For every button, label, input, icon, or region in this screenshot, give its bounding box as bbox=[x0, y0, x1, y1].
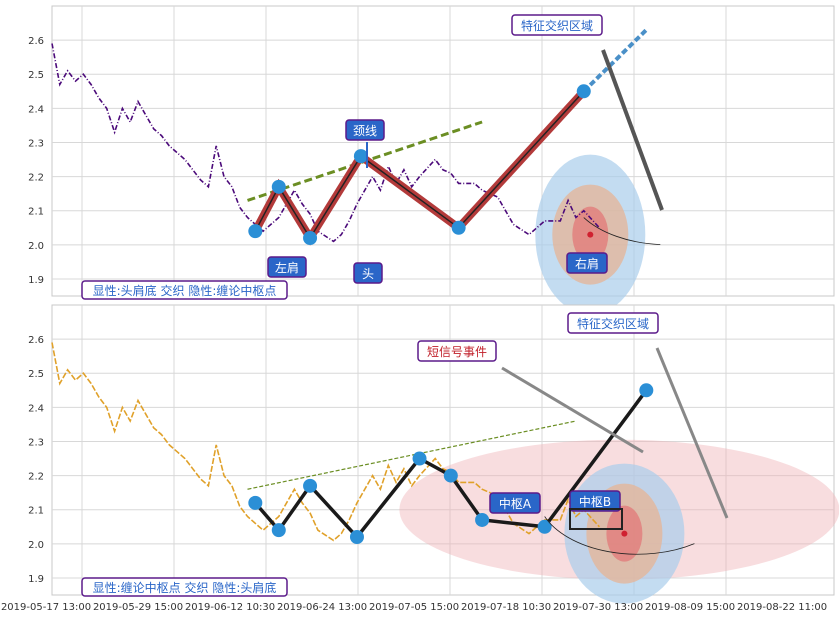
pivot-b-box bbox=[569, 508, 623, 530]
label-head: 头 bbox=[353, 262, 383, 284]
label-pivot-b-bg bbox=[569, 490, 621, 512]
label-right-shoulder: 右肩 bbox=[566, 252, 608, 274]
pattern-point bbox=[443, 468, 458, 483]
y-tick-label: 2.0 bbox=[28, 540, 44, 551]
chart-panel-bottom: 2.6 2.5 2.4 2.3 2.2 2.1 2.0 1.9 中枢A 中枢B 短信号事件 特征交织区… bbox=[28, 304, 839, 604]
label-neckline: 颈线 bbox=[345, 119, 385, 141]
pattern-point bbox=[303, 478, 318, 493]
pattern-point bbox=[303, 231, 318, 245]
pattern-point bbox=[576, 84, 591, 99]
y-tick-label: 1.9 bbox=[28, 275, 44, 286]
short-signal-arrow bbox=[501, 366, 644, 454]
feature-arrow bbox=[601, 49, 664, 211]
label-short-signal-text: 短信号事件 bbox=[427, 345, 487, 359]
label-neckline-text: 颈线 bbox=[353, 124, 377, 138]
x-tick-label: 2019-08-09 15:00 bbox=[645, 602, 735, 613]
y-tick-label: 2.5 bbox=[28, 70, 44, 81]
pattern-point bbox=[248, 495, 263, 510]
label-feature-zone-bottom: 特征交织区域 bbox=[567, 312, 659, 334]
pattern-path-core bbox=[254, 90, 585, 240]
pattern-point bbox=[412, 451, 427, 466]
legend-box-text: 显性:头肩底 交织 隐性:缠论中枢点 bbox=[93, 283, 277, 298]
x-tick-label: 2019-06-24 13:00 bbox=[277, 602, 367, 613]
legend-box: 显性:头肩底 交织 隐性:缠论中枢点 bbox=[81, 280, 288, 300]
pattern-point bbox=[475, 512, 490, 527]
label-short-signal: 短信号事件 bbox=[417, 340, 497, 362]
y-tick-label: 2.2 bbox=[28, 173, 44, 184]
x-tick-label: 2019-06-12 10:30 bbox=[185, 602, 275, 613]
x-tick-label: 2019-07-05 15:00 bbox=[369, 602, 459, 613]
y-tick-label: 1.9 bbox=[28, 574, 44, 585]
label-feature-zone: 特征交织区域 bbox=[511, 14, 603, 36]
pattern-point bbox=[271, 179, 286, 194]
legend-box-bg bbox=[81, 280, 288, 300]
price-line bbox=[51, 342, 600, 542]
pattern-point bbox=[271, 523, 286, 538]
pattern-point bbox=[537, 519, 552, 534]
pattern-point bbox=[451, 220, 466, 235]
y-tick-label: 2.5 bbox=[28, 369, 44, 380]
y-tick-label: 2.0 bbox=[28, 241, 44, 252]
projection-path bbox=[582, 28, 648, 93]
y-tick-label: 2.2 bbox=[28, 472, 44, 483]
feature-zone-center bbox=[621, 530, 628, 537]
x-tick-label: 2019-05-17 13:00 bbox=[1, 602, 91, 613]
neckline bbox=[247, 420, 577, 490]
x-tick-label: 2019-07-18 10:30 bbox=[461, 602, 551, 613]
feature-arrow-bottom bbox=[655, 347, 729, 519]
label-short-signal-bg bbox=[417, 340, 497, 362]
label-pivot-a-bg bbox=[489, 492, 541, 514]
label-feature-zone-bg bbox=[511, 14, 603, 36]
legend-box-bottom: 显性:缠论中枢点 交织 隐性:头肩底 bbox=[81, 577, 288, 597]
label-head-text: 头 bbox=[362, 267, 374, 281]
y-tick-label: 2.3 bbox=[28, 437, 44, 448]
label-left-shoulder-bg bbox=[267, 256, 307, 278]
y-tick-label: 2.1 bbox=[28, 207, 44, 218]
feature-zone-center bbox=[587, 231, 594, 238]
label-right-shoulder-bg bbox=[566, 252, 608, 274]
legend-box-bottom-bg bbox=[81, 577, 288, 597]
y-tick-label: 2.6 bbox=[28, 36, 44, 47]
label-feature-zone-text: 特征交织区域 bbox=[521, 18, 593, 33]
y-tick-label: 2.4 bbox=[28, 104, 44, 115]
chart-panel-top: 2.6 2.5 2.4 2.3 2.2 2.1 2.0 1.9 左肩 头 右肩 颈线 特征交织区域显性:… bbox=[28, 5, 835, 315]
pattern-point bbox=[639, 383, 654, 398]
y-tick-label: 2.1 bbox=[28, 506, 44, 517]
pattern-point bbox=[353, 149, 368, 164]
x-tick-label: 2019-08-22 11:00 bbox=[737, 602, 827, 613]
y-tick-label: 2.4 bbox=[28, 403, 44, 414]
pattern-point bbox=[349, 530, 364, 544]
price-line bbox=[51, 43, 600, 243]
x-tick-label: 2019-07-30 13:00 bbox=[553, 602, 643, 613]
label-left-shoulder: 左肩 bbox=[267, 256, 307, 278]
pattern-point bbox=[248, 224, 263, 239]
label-left-shoulder-text: 左肩 bbox=[275, 260, 299, 275]
arc-guide bbox=[583, 217, 661, 245]
label-right-shoulder-text: 右肩 bbox=[575, 256, 599, 271]
label-pivot-b-text: 中枢B bbox=[579, 494, 611, 509]
y-tick-label: 2.3 bbox=[28, 138, 44, 149]
legend-box-bottom-text: 显性:缠论中枢点 交织 隐性:头肩底 bbox=[93, 580, 277, 595]
label-pivot-b: 中枢B bbox=[569, 490, 621, 512]
label-head-bg bbox=[353, 262, 383, 284]
y-tick-label: 2.6 bbox=[28, 335, 44, 346]
label-feature-zone-bottom-bg bbox=[567, 312, 659, 334]
plot-area bbox=[51, 5, 835, 297]
label-neckline-bg bbox=[345, 119, 385, 141]
x-tick-label: 2019-05-29 15:00 bbox=[93, 602, 183, 613]
label-feature-zone-bottom-text: 特征交织区域 bbox=[577, 316, 649, 331]
arc-guide bbox=[544, 516, 695, 555]
label-pivot-a-text: 中枢A bbox=[499, 496, 532, 511]
label-pivot-a: 中枢A bbox=[489, 492, 541, 514]
